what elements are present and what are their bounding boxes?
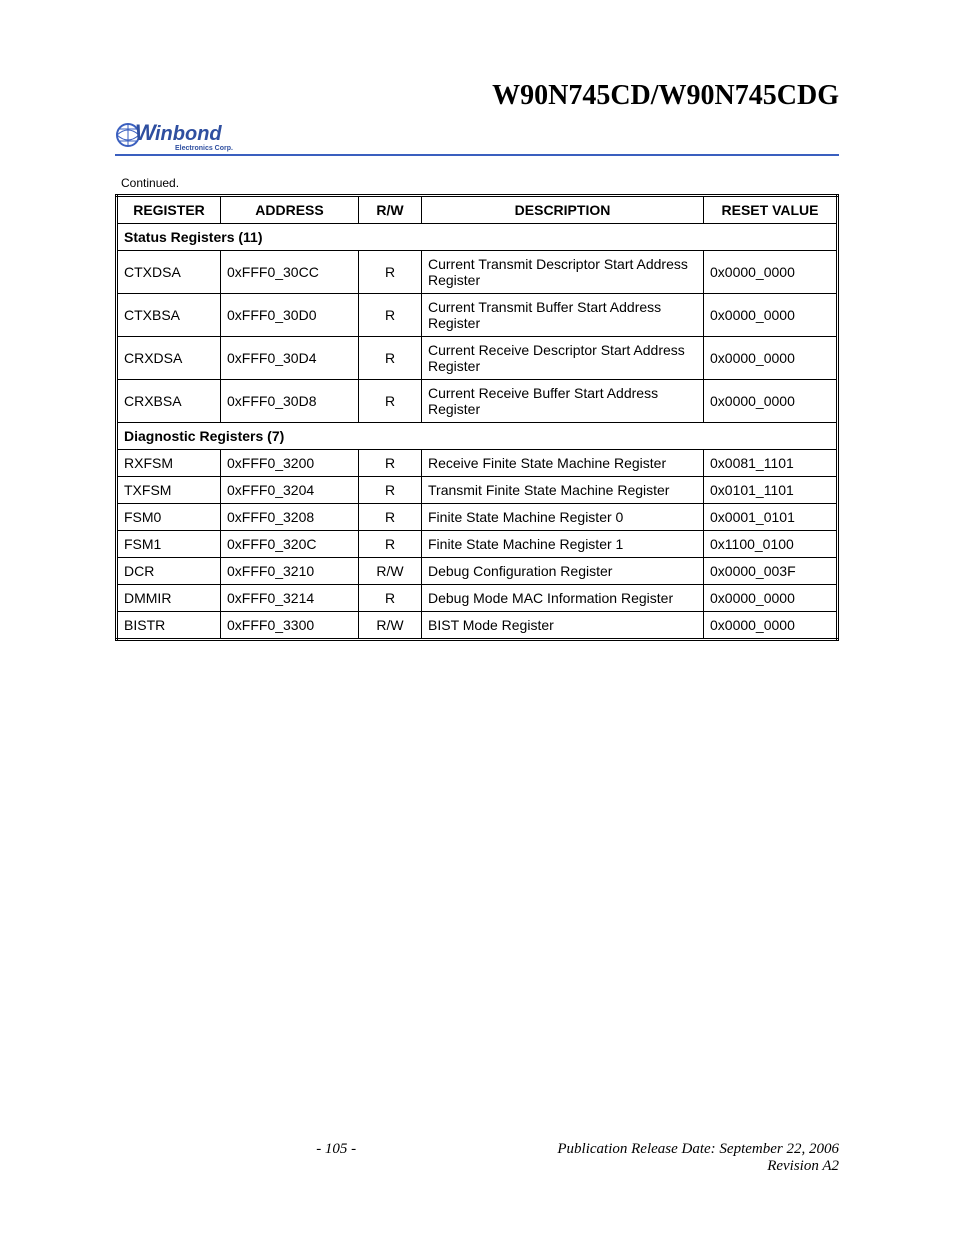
cell-description: Current Receive Descriptor Start Address… xyxy=(422,337,704,380)
cell-register: FSM1 xyxy=(117,531,221,558)
cell-register: CTXDSA xyxy=(117,251,221,294)
table-row: FSM10xFFF0_320CRFinite State Machine Reg… xyxy=(117,531,838,558)
cell-reset: 0x0001_0101 xyxy=(704,504,838,531)
table-section-row: Diagnostic Registers (7) xyxy=(117,423,838,450)
cell-description: Current Receive Buffer Start Address Reg… xyxy=(422,380,704,423)
table-row: BISTR0xFFF0_3300R/WBIST Mode Register0x0… xyxy=(117,612,838,640)
table-row: CTXDSA0xFFF0_30CCRCurrent Transmit Descr… xyxy=(117,251,838,294)
continued-label: Continued. xyxy=(115,176,839,190)
winbond-logo: W inbond Electronics Corp. xyxy=(115,118,245,152)
cell-rw: R xyxy=(359,337,422,380)
cell-rw: R xyxy=(359,251,422,294)
cell-reset: 0x0000_003F xyxy=(704,558,838,585)
cell-register: TXFSM xyxy=(117,477,221,504)
cell-rw: R xyxy=(359,294,422,337)
cell-address: 0xFFF0_30CC xyxy=(221,251,359,294)
cell-description: BIST Mode Register xyxy=(422,612,704,640)
datasheet-page: W90N745CD/W90N745CDG W inbond Electronic… xyxy=(0,0,954,1235)
cell-rw: R xyxy=(359,504,422,531)
cell-description: Transmit Finite State Machine Register xyxy=(422,477,704,504)
cell-reset: 0x0000_0000 xyxy=(704,612,838,640)
table-header-row: REGISTER ADDRESS R/W DESCRIPTION RESET V… xyxy=(117,196,838,224)
cell-description: Debug Mode MAC Information Register xyxy=(422,585,704,612)
cell-rw: R xyxy=(359,585,422,612)
cell-address: 0xFFF0_3300 xyxy=(221,612,359,640)
cell-description: Current Transmit Buffer Start Address Re… xyxy=(422,294,704,337)
cell-address: 0xFFF0_320C xyxy=(221,531,359,558)
table-section-title: Diagnostic Registers (7) xyxy=(117,423,838,450)
table-row: CRXDSA0xFFF0_30D4RCurrent Receive Descri… xyxy=(117,337,838,380)
cell-register: CTXBSA xyxy=(117,294,221,337)
cell-register: DCR xyxy=(117,558,221,585)
cell-address: 0xFFF0_3204 xyxy=(221,477,359,504)
cell-address: 0xFFF0_3210 xyxy=(221,558,359,585)
table-row: RXFSM0xFFF0_3200RReceive Finite State Ma… xyxy=(117,450,838,477)
col-header-address: ADDRESS xyxy=(221,196,359,224)
cell-register: DMMIR xyxy=(117,585,221,612)
cell-reset: 0x0101_1101 xyxy=(704,477,838,504)
cell-reset: 0x0081_1101 xyxy=(704,450,838,477)
cell-description: Debug Configuration Register xyxy=(422,558,704,585)
cell-rw: R/W xyxy=(359,558,422,585)
cell-rw: R xyxy=(359,531,422,558)
header-rule: W inbond Electronics Corp. xyxy=(115,118,839,156)
cell-reset: 0x0000_0000 xyxy=(704,585,838,612)
table-section-row: Status Registers (11) xyxy=(117,224,838,251)
cell-reset: 0x1100_0100 xyxy=(704,531,838,558)
table-row: CRXBSA0xFFF0_30D8RCurrent Receive Buffer… xyxy=(117,380,838,423)
logo-text-main: inbond xyxy=(155,123,222,145)
cell-description: Receive Finite State Machine Register xyxy=(422,450,704,477)
cell-register: BISTR xyxy=(117,612,221,640)
cell-address: 0xFFF0_30D8 xyxy=(221,380,359,423)
cell-reset: 0x0000_0000 xyxy=(704,337,838,380)
cell-address: 0xFFF0_30D4 xyxy=(221,337,359,380)
footer-release-date: Publication Release Date: September 22, … xyxy=(557,1141,839,1158)
table-row: CTXBSA0xFFF0_30D0RCurrent Transmit Buffe… xyxy=(117,294,838,337)
cell-register: CRXBSA xyxy=(117,380,221,423)
cell-rw: R xyxy=(359,380,422,423)
cell-register: CRXDSA xyxy=(117,337,221,380)
cell-address: 0xFFF0_3208 xyxy=(221,504,359,531)
table-section-title: Status Registers (11) xyxy=(117,224,838,251)
register-table: REGISTER ADDRESS R/W DESCRIPTION RESET V… xyxy=(115,194,839,641)
winbond-logo-svg: W inbond Electronics Corp. xyxy=(115,118,245,152)
table-row: TXFSM0xFFF0_3204RTransmit Finite State M… xyxy=(117,477,838,504)
cell-register: RXFSM xyxy=(117,450,221,477)
table-row: DMMIR0xFFF0_3214RDebug Mode MAC Informat… xyxy=(117,585,838,612)
cell-register: FSM0 xyxy=(117,504,221,531)
cell-description: Finite State Machine Register 1 xyxy=(422,531,704,558)
cell-rw: R xyxy=(359,450,422,477)
cell-description: Finite State Machine Register 0 xyxy=(422,504,704,531)
cell-reset: 0x0000_0000 xyxy=(704,380,838,423)
col-header-register: REGISTER xyxy=(117,196,221,224)
register-table-body: Status Registers (11)CTXDSA0xFFF0_30CCRC… xyxy=(117,224,838,640)
cell-reset: 0x0000_0000 xyxy=(704,294,838,337)
cell-description: Current Transmit Descriptor Start Addres… xyxy=(422,251,704,294)
cell-address: 0xFFF0_30D0 xyxy=(221,294,359,337)
col-header-rw: R/W xyxy=(359,196,422,224)
cell-reset: 0x0000_0000 xyxy=(704,251,838,294)
cell-rw: R/W xyxy=(359,612,422,640)
cell-address: 0xFFF0_3214 xyxy=(221,585,359,612)
table-row: FSM00xFFF0_3208RFinite State Machine Reg… xyxy=(117,504,838,531)
cell-rw: R xyxy=(359,477,422,504)
cell-address: 0xFFF0_3200 xyxy=(221,450,359,477)
col-header-reset: RESET VALUE xyxy=(704,196,838,224)
col-header-description: DESCRIPTION xyxy=(422,196,704,224)
table-row: DCR0xFFF0_3210R/WDebug Configuration Reg… xyxy=(117,558,838,585)
logo-text-sub: Electronics Corp. xyxy=(175,145,233,152)
page-footer: - 105 - Publication Release Date: Septem… xyxy=(115,1141,839,1175)
footer-page-number: - 105 - xyxy=(115,1141,557,1175)
footer-revision: Revision A2 xyxy=(557,1158,839,1175)
document-title: W90N745CD/W90N745CDG xyxy=(115,80,839,112)
